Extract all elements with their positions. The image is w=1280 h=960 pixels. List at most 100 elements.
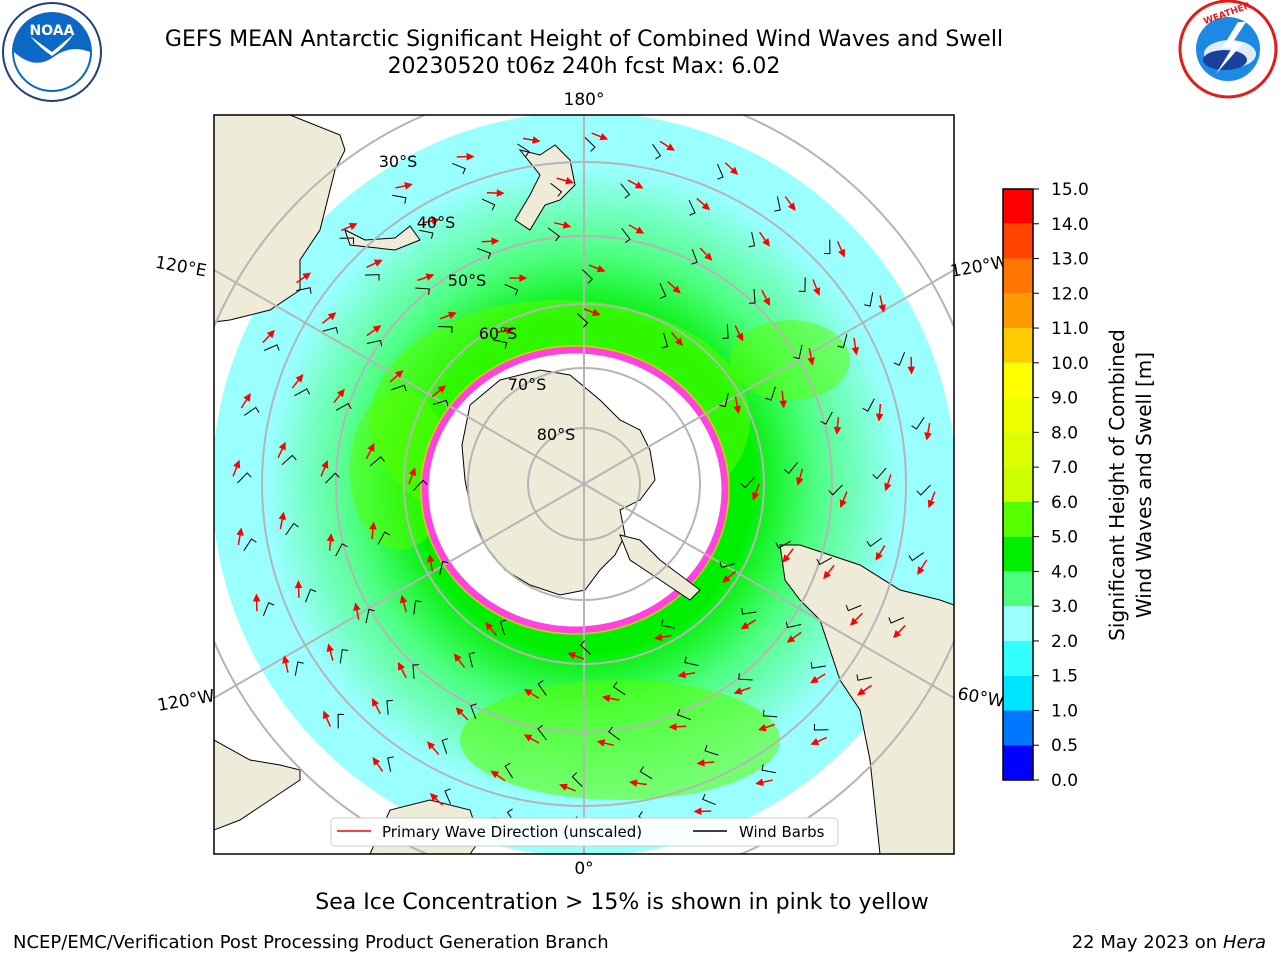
wave-arrow-head [596,739,606,747]
colorbar-tick-label: 1.0 [1051,701,1078,721]
colorbar-tick-label: 9.0 [1051,389,1078,409]
wave-arrow-head [736,332,744,342]
wave-arrow-head [336,388,345,398]
wind-barb [684,656,699,667]
wind-barb [364,274,380,281]
colorbar-tick-label: 7.0 [1051,458,1078,478]
wave-arrow-head [373,259,383,267]
wave-arrow-head [654,633,663,642]
wave-arrow-head [878,304,886,313]
wind-barb [499,619,507,636]
wind-barb [322,326,339,334]
wave-arrow-head [399,594,408,604]
lat-label-60s: 60°S [479,324,518,343]
wind-barb [441,738,449,754]
wind-barb [823,239,831,255]
wave-arrow-head [505,326,514,335]
wind-barb [621,227,631,244]
legend-wind-barbs: Wind Barbs [739,823,825,841]
wind-barb [581,269,593,284]
wind-barb [584,137,596,152]
wave-arrow-head [322,710,330,720]
wind-barb [504,284,519,296]
colorbar-segment [1003,710,1033,746]
wind-barb [908,552,925,562]
wind-barb [517,143,530,157]
colorbar-segment [1003,675,1033,711]
wind-barb [335,402,352,411]
wave-arrow-head [733,687,743,695]
wind-barb [816,557,833,566]
land-australia [214,115,346,323]
wave-arrow-head [729,166,739,176]
wind-barb [652,143,662,160]
wind-barb [415,287,430,295]
wind-barb [749,289,756,304]
wave-arrow-head [907,366,916,375]
colorbar-tick-label: 0.0 [1051,771,1078,791]
colorbar-tick-label: 12.0 [1051,284,1089,304]
wave-arrow-head [755,778,764,786]
wind-barb [741,608,757,615]
wave-arrow-head [348,222,358,230]
wind-barb [547,227,560,242]
wind-barb [477,247,492,259]
wave-arrow-head [490,770,500,779]
wind-barb [717,163,724,180]
wind-barb [828,484,843,496]
wave-arrow-head [666,143,675,151]
wind-barb [412,664,419,679]
lat-label-30s: 30°S [379,152,418,171]
wave-arrow-head [591,308,601,316]
wind-barb [504,762,514,779]
footer-machine: Hera [1222,932,1266,953]
wind-barb [285,522,299,536]
colorbar-tick-label: 14.0 [1051,215,1089,235]
wave-arrow-head [672,285,681,294]
wind-barb [620,183,631,199]
colorbar-segment [1003,189,1033,224]
wave-arrow-head [758,723,767,732]
colorbar-tick-label: 8.0 [1051,423,1078,443]
wind-barb [365,608,375,624]
wind-barb [366,339,383,347]
wind-barb [579,640,591,655]
land-madagascar [214,739,301,831]
footer-date: 22 May 2023 on Hera [1072,932,1266,953]
wave-arrow-head [779,400,787,409]
wave-arrow-head [243,393,251,402]
wind-barb [911,417,925,430]
wind-barb [676,709,691,721]
wave-arrow-head [302,272,312,281]
wind-barb [785,621,802,629]
colorbar-segment [1003,501,1033,537]
colorbar-segment [1003,640,1033,676]
wind-barb [888,617,905,624]
wind-barb [390,384,407,392]
wave-arrow-head [266,329,276,339]
wave-arrow-head [740,621,750,630]
wind-barb [783,462,798,475]
wave-arrow-head [367,442,375,452]
wind-barb [916,484,931,496]
wave-arrow-head [721,574,731,583]
wave-arrow-head [733,405,742,414]
wind-barb [432,399,449,407]
wave-arrow-head [839,499,847,509]
colorbar-segment [1003,467,1033,502]
wind-barb [762,709,778,718]
wave-arrows [232,132,936,836]
wave-arrow-head [601,694,611,703]
wave-arrow-head [810,738,820,746]
lat-label-50s: 50°S [448,271,487,290]
wave-arrow-head [408,467,416,477]
wave-arrow-head [875,551,883,561]
wave-arrow-head [884,482,892,492]
wave-arrow-head [353,602,361,611]
graticule [214,115,954,854]
lon-label-60e: 120°W [156,686,217,716]
legend-primary-wave: Primary Wave Direction (unscaled) [382,823,642,841]
wind-barb [820,411,833,425]
wave-arrow-head [762,238,770,247]
